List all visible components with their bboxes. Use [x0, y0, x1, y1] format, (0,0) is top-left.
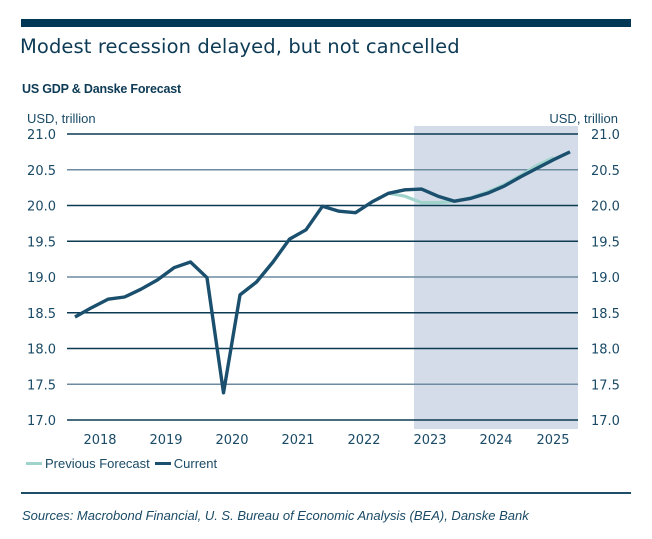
- y-tick-label-right: 17.0: [591, 414, 620, 429]
- y-tick-label-right: 18.0: [591, 343, 620, 358]
- y-tick-label-left: 18.5: [27, 307, 56, 322]
- y-tick-label-left: 17.0: [27, 414, 56, 429]
- y-tick-label-left: 20.5: [27, 164, 56, 179]
- legend-label-previous-forecast: Previous Forecast: [45, 456, 150, 471]
- y-tick-label-left: 19.0: [27, 271, 56, 286]
- x-tick-label: 2024: [479, 433, 512, 448]
- x-tick-label: 2025: [536, 433, 569, 448]
- y-tick-label-right: 19.5: [591, 235, 620, 250]
- gridlines: [67, 133, 578, 421]
- legend: Previous Forecast Current: [26, 456, 222, 471]
- line-chart: 21.0 20.5 20.0 19.5 19.0 18.5 18.0 17.5 17.0 21.…: [27, 111, 620, 448]
- y-tick-label-right: 21.0: [591, 128, 620, 143]
- chart-subtitle: US GDP & Danske Forecast: [22, 82, 181, 96]
- y-axis-right: 21.0 20.5 20.0 19.5 19.0 18.5 18.0 17.5 17.0: [591, 128, 620, 429]
- chart-heading: Modest recession delayed, but not cancel…: [20, 35, 460, 58]
- y-tick-label-right: 20.0: [591, 200, 620, 215]
- y-tick-label-right: 18.5: [591, 307, 620, 322]
- y-axis-right-unit: USD, trillion: [549, 111, 618, 126]
- y-tick-label-right: 17.5: [591, 378, 620, 393]
- y-axis-left-unit: USD, trillion: [27, 111, 96, 126]
- x-tick-label: 2018: [83, 433, 116, 448]
- x-axis: 2018 2019 2020 2021 2022 2023 2024 2025: [83, 433, 569, 448]
- legend-swatch-previous-forecast: [26, 462, 42, 465]
- footer-divider: [21, 492, 631, 494]
- legend-item-previous-forecast[interactable]: Previous Forecast: [26, 456, 150, 471]
- y-tick-label-left: 20.0: [27, 200, 56, 215]
- x-tick-label: 2019: [149, 433, 182, 448]
- series-line-current: [74, 150, 571, 395]
- y-tick-label-left: 18.0: [27, 343, 56, 358]
- series-lines: [74, 150, 571, 395]
- y-tick-label-left: 17.5: [27, 378, 56, 393]
- x-tick-label: 2021: [281, 433, 314, 448]
- sources-note: Sources: Macrobond Financial, U. S. Bure…: [22, 508, 529, 523]
- y-tick-label-left: 19.5: [27, 235, 56, 250]
- legend-swatch-current: [154, 462, 171, 465]
- x-tick-label: 2022: [347, 433, 380, 448]
- legend-item-current[interactable]: Current: [154, 456, 218, 471]
- legend-label-current: Current: [173, 456, 218, 471]
- header-bar: [21, 19, 631, 27]
- x-tick-label: 2020: [215, 433, 248, 448]
- x-tick-label: 2023: [413, 433, 446, 448]
- y-tick-label-right: 19.0: [591, 271, 620, 286]
- y-axis-left: 21.0 20.5 20.0 19.5 19.0 18.5 18.0 17.5 17.0: [27, 128, 56, 429]
- y-tick-label-left: 21.0: [27, 128, 56, 143]
- y-tick-label-right: 20.5: [591, 164, 620, 179]
